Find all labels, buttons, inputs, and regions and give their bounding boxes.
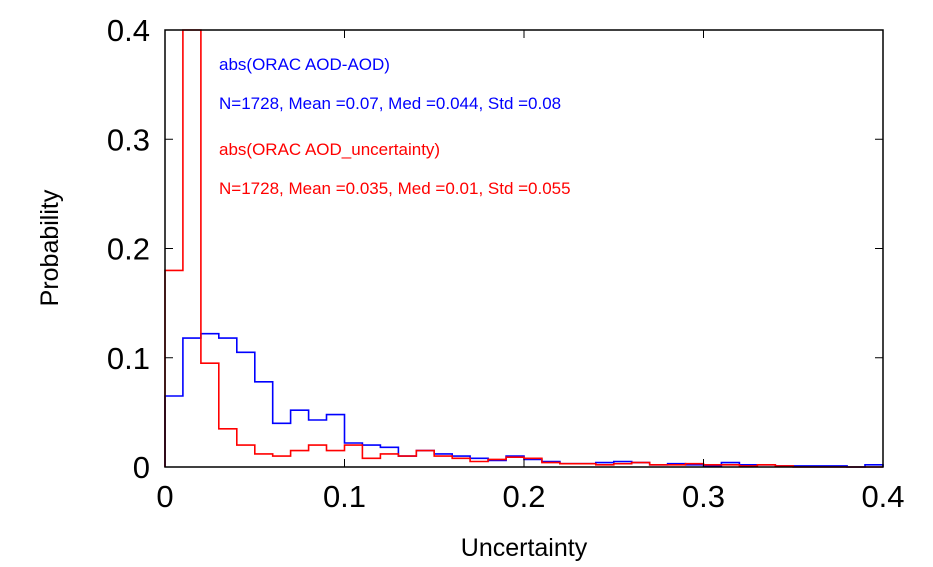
x-tick-label: 0 [156, 479, 173, 514]
annotation-group: abs(ORAC AOD-AOD) N=1728, Mean =0.07, Med… [219, 55, 571, 198]
histogram-series-2 [164, 29, 883, 468]
y-tick-label: 0.4 [107, 13, 150, 48]
y-tick-label: 0.2 [107, 232, 150, 267]
annotation-text: N=1728, Mean =0.035, Med =0.01, Std =0.0… [219, 179, 571, 198]
annotation-text: abs(ORAC AOD-AOD) [219, 55, 390, 74]
y-tick-label: 0.3 [107, 122, 150, 157]
axis-ticks: 0 0.1 0.2 0.3 0.4 0 0.1 0.2 0.3 0.4 [107, 13, 905, 514]
x-tick-label: 0.4 [861, 479, 904, 514]
histogram-series-1 [164, 332, 884, 468]
y-axis-label: Probability [36, 189, 64, 306]
x-tick-label: 0.2 [502, 479, 545, 514]
x-axis-label: Uncertainty [461, 534, 588, 562]
y-tick-label: 0.1 [107, 341, 150, 376]
chart-marks [164, 29, 884, 468]
annotation-text: N=1728, Mean =0.07, Med =0.044, Std =0.0… [219, 94, 561, 113]
x-tick-label: 0.3 [682, 479, 725, 514]
x-tick-label: 0.1 [323, 479, 366, 514]
annotation-text: abs(ORAC AOD_uncertainty) [219, 140, 440, 159]
y-tick-label: 0 [133, 450, 150, 485]
